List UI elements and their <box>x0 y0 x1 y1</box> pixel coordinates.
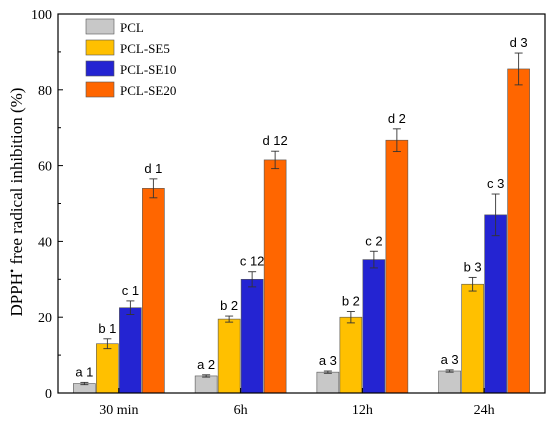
y-axis-title-rest: free radical inhibition (%) <box>7 88 26 269</box>
x-tick-label: 30 min <box>99 403 138 418</box>
bar-pcl-se10-1 <box>240 278 264 394</box>
legend-label: PCL <box>120 20 144 35</box>
data-label: a 3 <box>319 353 337 368</box>
bar-pcl-se5-3 <box>461 283 484 394</box>
data-label: c 2 <box>365 233 382 248</box>
data-label: d 3 <box>510 35 528 50</box>
legend-swatch <box>85 60 115 77</box>
y-tick-label: 20 <box>38 311 52 326</box>
y-tick-label: 40 <box>38 235 52 250</box>
legend-swatch <box>85 81 115 98</box>
data-label: b 2 <box>342 294 360 309</box>
data-label: d 1 <box>144 161 162 176</box>
y-tick-label: 80 <box>38 84 52 99</box>
data-label: d 2 <box>388 111 406 126</box>
bar-pcl-1 <box>194 375 218 394</box>
bar-pcl-se5-2 <box>339 316 363 394</box>
bar-pcl-se5-0 <box>96 343 119 394</box>
bar-pcl-se20-1 <box>263 159 287 394</box>
data-label: b 3 <box>464 259 482 274</box>
data-label: c 3 <box>487 176 504 191</box>
legend-swatch <box>85 18 115 35</box>
y-axis-title-prefix: DPPH <box>7 273 26 316</box>
bar-pcl-se10-0 <box>119 307 142 394</box>
bar-pcl-se20-2 <box>385 139 409 394</box>
legend-label: PCL-SE20 <box>120 83 176 98</box>
bar-pcl-2 <box>316 371 340 394</box>
y-tick-label: 60 <box>38 160 52 175</box>
y-axis-title: DPPH• free radical inhibition (%) <box>5 88 26 317</box>
x-tick-label: 24h <box>474 403 495 418</box>
svg-text:DPPH• free radical inhibition: DPPH• free radical inhibition (%) <box>5 88 26 317</box>
bar-pcl-se10-3 <box>484 214 507 394</box>
data-label: a 2 <box>197 357 215 372</box>
bar-pcl-se5-1 <box>217 318 241 394</box>
data-label: a 3 <box>441 352 459 367</box>
data-label: b 2 <box>220 298 238 313</box>
bar-pcl-se10-2 <box>362 259 386 394</box>
y-tick-label: 0 <box>45 387 52 402</box>
data-label: a 1 <box>75 364 93 379</box>
y-axis-title-superscript: • <box>5 269 19 273</box>
data-label: c 1 <box>122 283 139 298</box>
data-label: d 12 <box>262 133 287 148</box>
legend-label: PCL-SE5 <box>120 41 170 56</box>
data-label: c 12 <box>240 254 265 269</box>
legend-swatch <box>85 39 115 56</box>
x-tick-label: 12h <box>352 403 373 418</box>
legend-label: PCL-SE10 <box>120 62 176 77</box>
data-label: b 1 <box>98 321 116 336</box>
bar-pcl-3 <box>438 370 461 394</box>
bar-pcl-se20-0 <box>142 188 165 394</box>
x-tick-label: 6h <box>234 403 248 418</box>
y-tick-label: 100 <box>31 8 52 23</box>
bar-pcl-se20-3 <box>507 68 530 394</box>
